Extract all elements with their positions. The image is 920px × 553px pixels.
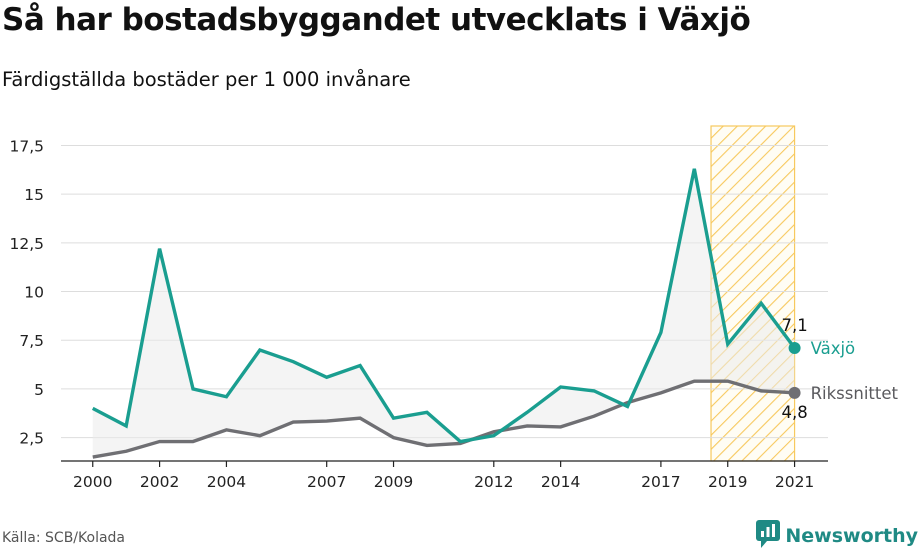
source-note: Källa: SCB/Kolada bbox=[2, 530, 126, 546]
series-line-rikssnittet bbox=[92, 379, 795, 459]
y-tick-label: 2,5 bbox=[19, 430, 44, 448]
brand-logo[interactable]: Newsworthy bbox=[755, 519, 918, 553]
data-label-vaxjo: 7,1 bbox=[781, 316, 807, 335]
y-tick-label: 15 bbox=[24, 186, 44, 204]
x-tick-label: 2019 bbox=[708, 473, 747, 491]
x-tick-label: 2002 bbox=[140, 473, 179, 491]
series-gap-area bbox=[92, 168, 795, 458]
x-tick-label: 2000 bbox=[73, 473, 112, 491]
y-tick-label: 7,5 bbox=[19, 332, 44, 350]
series-line-v-xj- bbox=[91, 168, 796, 444]
y-tick-label: 5 bbox=[34, 381, 44, 399]
x-tick-label: 2009 bbox=[374, 473, 413, 491]
x-tick-label: 2004 bbox=[207, 473, 246, 491]
x-tick-label: 2014 bbox=[541, 473, 580, 491]
y-tick-label: 12,5 bbox=[9, 235, 44, 253]
x-tick-label: 2017 bbox=[641, 473, 680, 491]
x-tick-label: 2007 bbox=[307, 473, 346, 491]
chart-title: Så har bostadsbyggandet utvecklats i Väx… bbox=[2, 2, 751, 38]
series-endpoint-rikssnittet bbox=[788, 386, 801, 399]
brand-name: Newsworthy bbox=[785, 525, 918, 547]
series-label-vaxjo: Växjö bbox=[811, 339, 856, 358]
chart-subtitle: Färdigställda bostäder per 1 000 invånar… bbox=[2, 68, 411, 91]
y-tick-label: 10 bbox=[24, 284, 44, 302]
x-tick-label: 2012 bbox=[474, 473, 513, 491]
series-label-rikssnittet: Rikssnittet bbox=[811, 384, 899, 403]
y-tick-label: 17,5 bbox=[9, 137, 44, 155]
data-label-rikssnittet: 4,8 bbox=[781, 403, 807, 422]
highlight-region bbox=[710, 125, 796, 462]
x-tick-label: 2021 bbox=[775, 473, 814, 491]
newsworthy-logo-icon bbox=[755, 519, 781, 553]
series-endpoint-v-xj- bbox=[788, 342, 801, 355]
